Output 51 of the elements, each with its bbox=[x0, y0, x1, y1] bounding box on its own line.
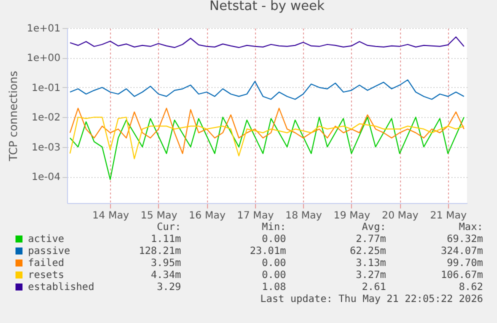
text: 3.95m bbox=[150, 258, 181, 270]
x-tick-label: 18 May bbox=[285, 210, 322, 222]
text: Max: bbox=[458, 222, 483, 234]
text: 0.00 bbox=[260, 258, 286, 270]
line-series bbox=[70, 116, 464, 160]
x-tick-label: 20 May bbox=[382, 210, 419, 222]
text: Avg: bbox=[360, 222, 386, 234]
line-series bbox=[70, 108, 464, 154]
y-tick-label: 1e-03 bbox=[32, 142, 60, 154]
text: Cur: bbox=[156, 222, 181, 234]
text: 69.32m bbox=[446, 234, 483, 246]
legend-label: resets bbox=[28, 270, 64, 281]
x-tick-label: 21 May bbox=[430, 210, 467, 222]
text: 1.08 bbox=[260, 282, 286, 294]
text: 8.62 bbox=[458, 282, 483, 294]
legend-label: passive bbox=[28, 246, 70, 257]
text: 1.11m bbox=[150, 234, 181, 246]
y-tick-label: 1e-01 bbox=[32, 82, 60, 94]
text: 3.13m bbox=[354, 258, 386, 270]
text: 0.00 bbox=[260, 234, 286, 246]
x-tick-label: 15 May bbox=[140, 210, 178, 222]
x-tick-label: 16 May bbox=[188, 210, 226, 222]
text: 324.07m bbox=[440, 246, 483, 258]
line-series bbox=[70, 79, 464, 100]
y-tick-label: 1e+01 bbox=[26, 24, 60, 34]
chart-title: Netstat - by week bbox=[210, 0, 325, 14]
y-tick-label: 1e-04 bbox=[32, 172, 60, 184]
text: 62.25m bbox=[348, 246, 386, 258]
text: 23.01m bbox=[248, 246, 286, 258]
legend-label: failed bbox=[28, 258, 64, 269]
y-tick-label: 1e+00 bbox=[26, 53, 60, 64]
x-tick-label: 19 May bbox=[334, 210, 370, 222]
text: 0.00 bbox=[260, 270, 286, 282]
text: 2.77m bbox=[354, 234, 386, 246]
text: 106.67m bbox=[440, 270, 483, 282]
text: 99.70m bbox=[446, 258, 483, 270]
text: 3.27m bbox=[354, 270, 386, 282]
x-tick-label: 14 May bbox=[92, 210, 130, 222]
legend-label: active bbox=[28, 234, 64, 245]
text: 128.21m bbox=[138, 246, 181, 258]
text: 3.29 bbox=[156, 282, 181, 293]
y-tick-label: 1e-02 bbox=[32, 112, 60, 124]
legend-label: established bbox=[28, 282, 94, 293]
text: Min: bbox=[260, 222, 286, 234]
text: Last update: Thu May 21 22:05:22 2026 bbox=[259, 294, 483, 306]
text: 2.61 bbox=[360, 282, 386, 294]
line-series bbox=[70, 36, 464, 48]
text: 4.34m bbox=[150, 270, 181, 282]
line-series bbox=[70, 116, 464, 180]
y-axis-title: TCP connections bbox=[6, 70, 20, 162]
x-tick-label: 17 May bbox=[237, 210, 274, 222]
